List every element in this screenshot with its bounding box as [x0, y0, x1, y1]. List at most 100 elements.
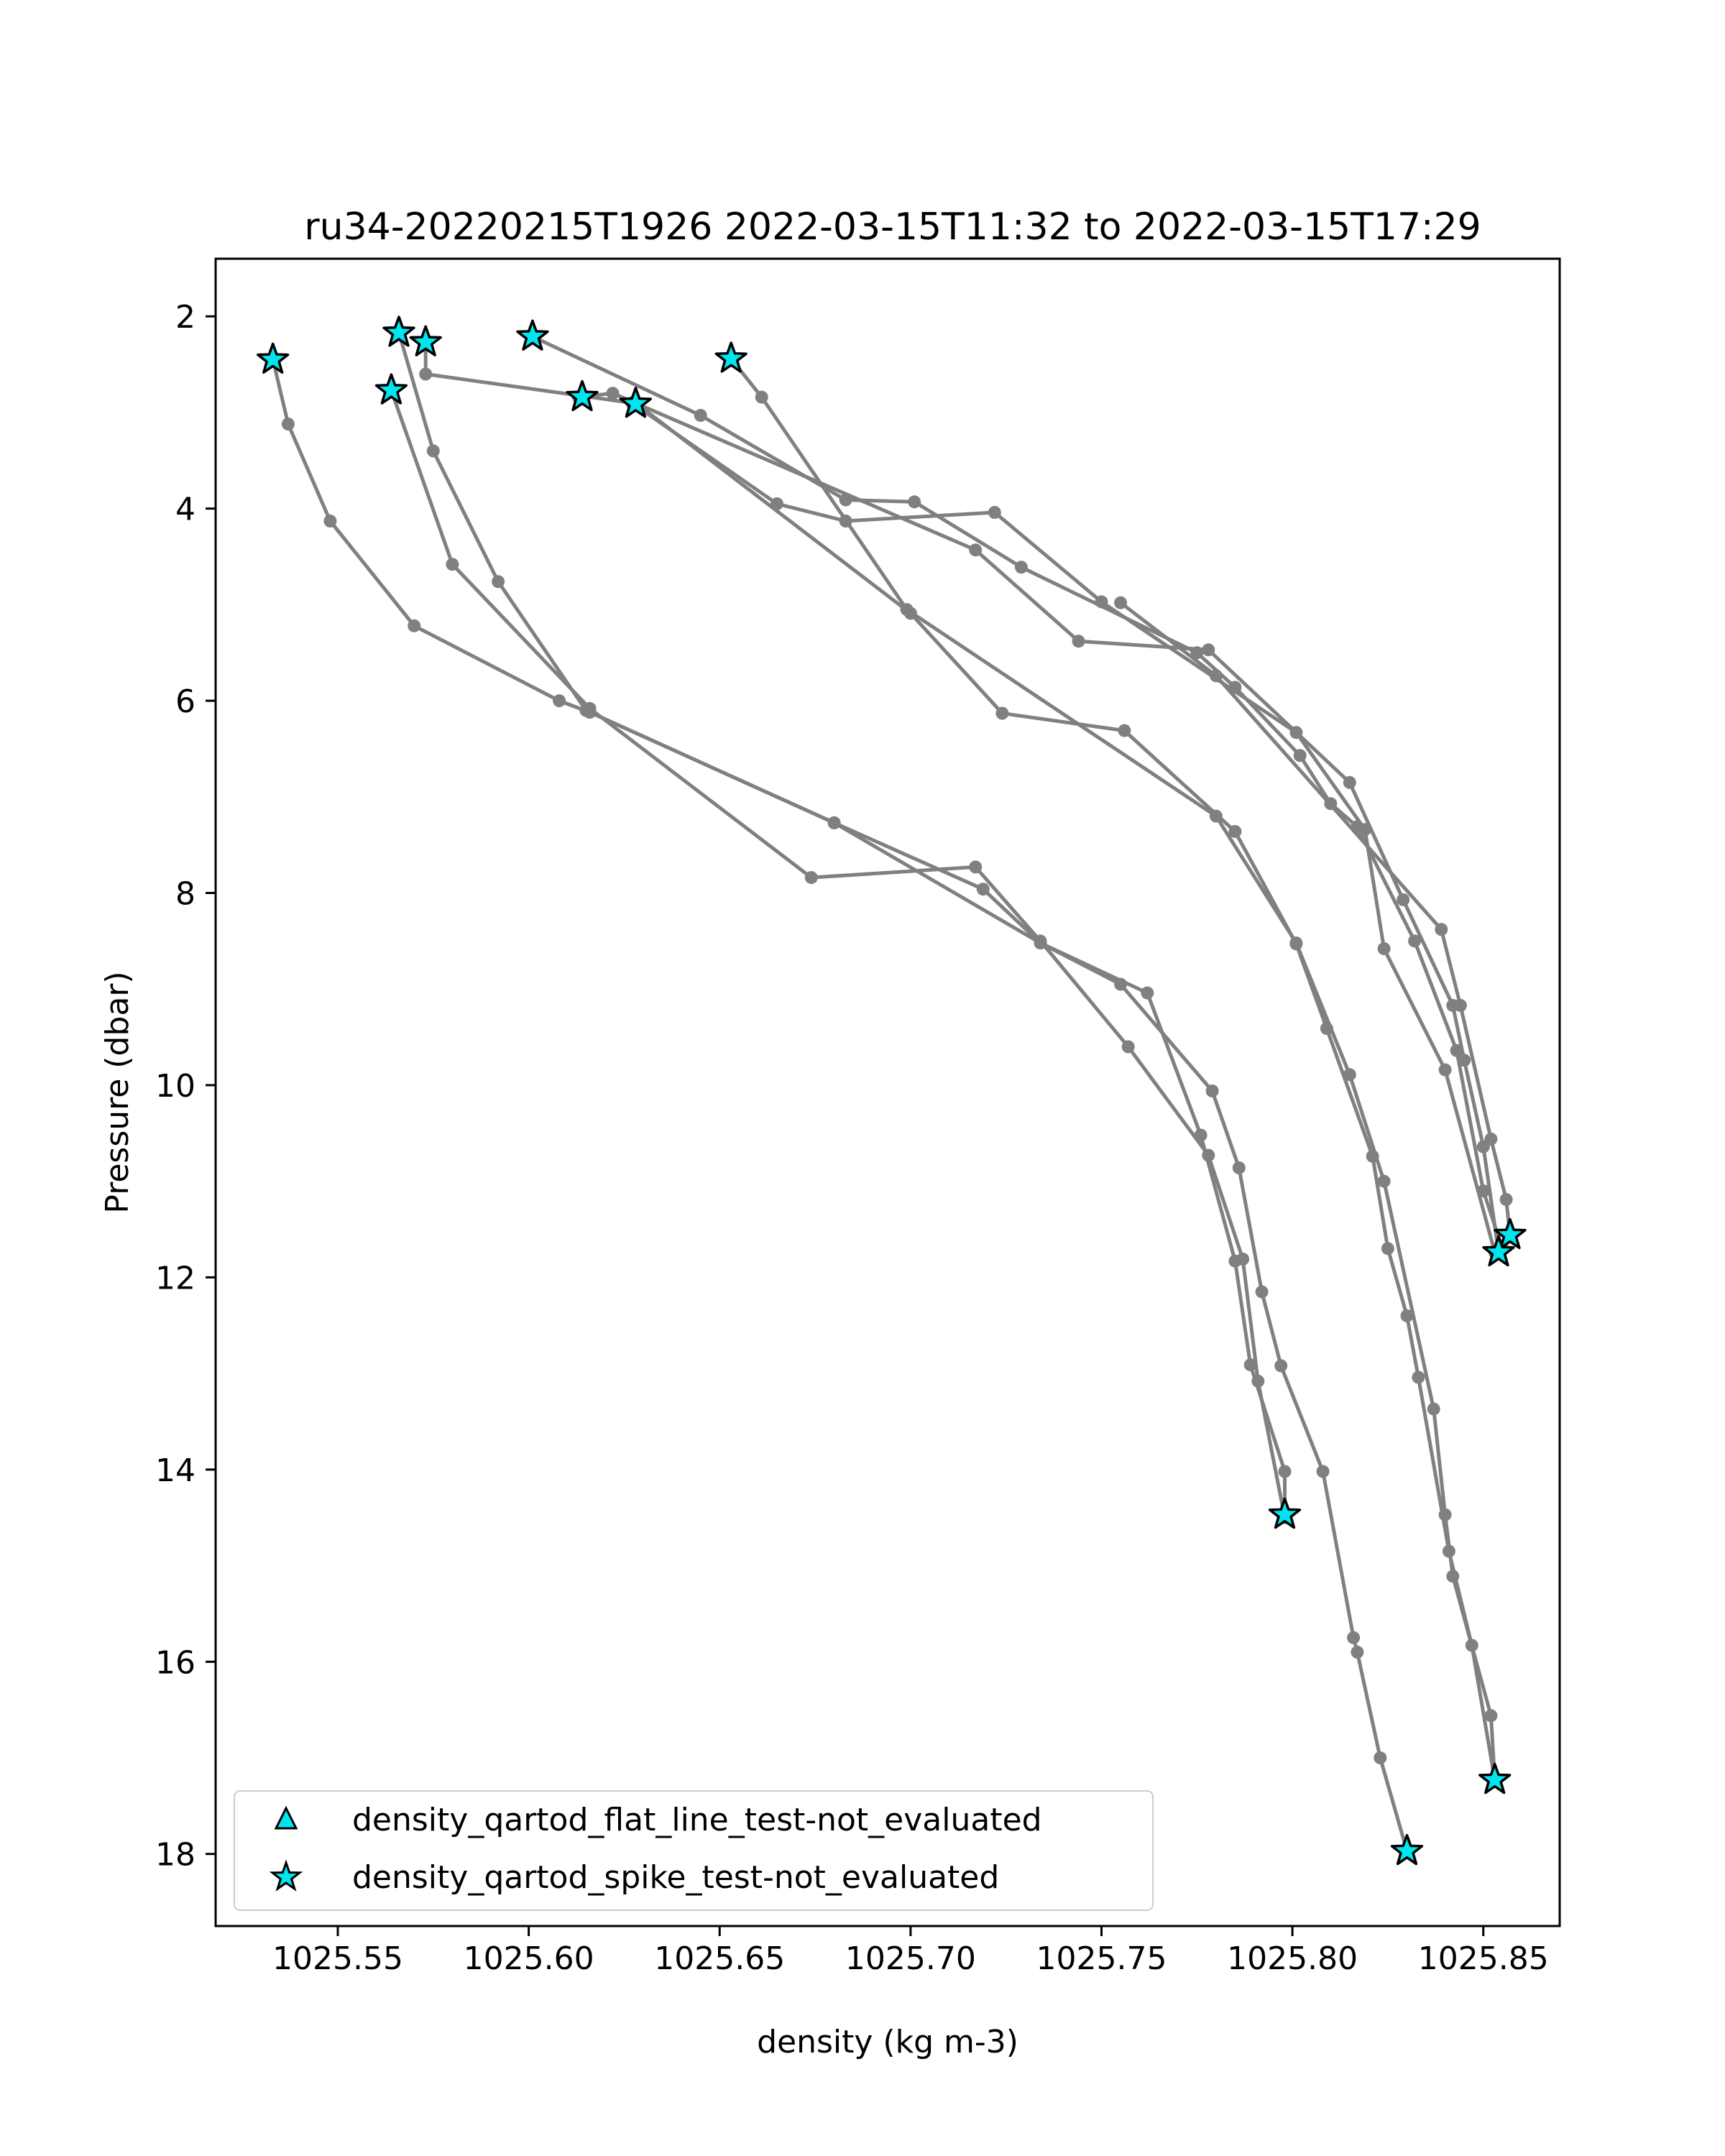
profile-point: [323, 515, 337, 528]
spike-marker: [257, 342, 290, 374]
profile-point: [1034, 936, 1047, 950]
profile-point: [1374, 1751, 1387, 1764]
x-tick-label: 1025.75: [1036, 1940, 1167, 1977]
spike-marker: [619, 387, 653, 418]
spike-marker: [374, 373, 408, 405]
profile-point: [1316, 1465, 1330, 1478]
profile-point: [694, 409, 707, 422]
profile-point: [1453, 999, 1467, 1012]
profile-point: [1293, 749, 1307, 763]
profile-point: [1343, 775, 1356, 789]
y-tick-label: 16: [155, 1644, 196, 1681]
profile-point: [1228, 681, 1242, 694]
profile-point: [1289, 937, 1303, 951]
profile-point: [281, 418, 295, 430]
profile-point: [1014, 561, 1028, 574]
profile-point: [1465, 1639, 1478, 1652]
profile-point: [1278, 1465, 1292, 1478]
y-tick-label: 8: [175, 876, 196, 913]
profile-point: [419, 367, 433, 381]
profile-line: [397, 332, 1409, 1852]
profile-point: [976, 883, 990, 896]
y-axis-ticks: 2 4 6 8 10 12 14 16 18: [155, 299, 216, 1874]
profile-point: [755, 390, 768, 404]
spike-marker: [1268, 1497, 1302, 1529]
profile-point: [1476, 1184, 1490, 1198]
x-tick-label: 1025.55: [272, 1940, 403, 1977]
legend-entry-spike: density_qartod_spike_test-not_evaluated: [352, 1859, 999, 1896]
profile-line: [423, 342, 1497, 1253]
y-tick-label: 4: [175, 492, 196, 528]
profile-point: [1381, 1242, 1394, 1256]
profile-point: [804, 871, 818, 885]
profile-point: [1484, 1709, 1498, 1723]
profile-point: [827, 816, 841, 829]
x-tick-label: 1025.65: [654, 1940, 785, 1977]
profile-point: [1202, 643, 1215, 657]
profile-point: [1442, 1544, 1455, 1558]
y-tick-label: 10: [155, 1068, 196, 1105]
spike-marker: [382, 315, 415, 347]
spike-marker: [1390, 1833, 1424, 1866]
profile-point: [1377, 1174, 1391, 1188]
profile-point: [1072, 635, 1085, 648]
profile-point: [579, 704, 593, 717]
profile-point: [1118, 724, 1131, 737]
spike-marker: [1478, 1762, 1512, 1795]
profile-point: [1232, 1161, 1246, 1174]
profile-point: [1347, 1631, 1361, 1644]
profile-point: [492, 575, 505, 589]
legend-star-marker: [269, 1859, 303, 1892]
profile-point: [1484, 1132, 1498, 1146]
profile-point: [553, 694, 566, 708]
profile-point: [1209, 669, 1223, 683]
profile-point: [426, 444, 440, 458]
x-axis-ticks: 1025.55 1025.60 1025.65 1025.70 1025.75 1025.…: [272, 1926, 1549, 1977]
profile-point: [446, 558, 459, 571]
plot-marks: [257, 315, 1527, 1866]
profile-point: [908, 495, 921, 509]
profile-point: [1408, 934, 1422, 948]
profile-point: [1412, 1370, 1425, 1384]
x-tick-label: 1025.60: [464, 1940, 594, 1977]
y-tick-label: 18: [155, 1837, 196, 1874]
profile-point: [1351, 1645, 1364, 1659]
profile-point: [1274, 1359, 1288, 1373]
spike-marker: [566, 379, 599, 412]
spike-marker: [409, 325, 442, 356]
profile-point: [995, 706, 1009, 720]
profile-point: [1141, 986, 1154, 1000]
profile-point: [1458, 1054, 1471, 1067]
profile-point: [1236, 1253, 1250, 1266]
profile-point: [1114, 977, 1128, 991]
x-tick-label: 1025.70: [845, 1940, 976, 1977]
chart-title: ru34-20220215T1926 2022-03-15T11:32 to 2…: [304, 206, 1481, 249]
profile-point: [1114, 596, 1128, 609]
y-tick-label: 12: [155, 1260, 196, 1296]
profile-point: [1243, 1358, 1257, 1372]
profile-point: [1499, 1193, 1513, 1207]
legend: density_qartod_flat_line_test-not_evalua…: [234, 1790, 1154, 1911]
plot-frame: [214, 257, 1561, 1927]
profile-point: [1121, 1040, 1135, 1054]
profile-line: [634, 401, 1497, 1781]
legend-triangle-marker: [274, 1805, 298, 1830]
profile-point: [408, 619, 421, 632]
y-tick-label: 14: [155, 1452, 196, 1489]
profile-point: [1228, 825, 1242, 838]
legend-frame: [234, 1790, 1154, 1911]
profile-point: [969, 860, 983, 874]
profile-point: [1427, 1402, 1440, 1416]
profile-point: [1377, 942, 1391, 956]
x-tick-label: 1025.80: [1227, 1940, 1358, 1977]
profile-point: [969, 543, 983, 557]
profile-point: [1255, 1285, 1269, 1299]
profile-point: [1251, 1374, 1265, 1388]
profile-point: [1202, 1148, 1215, 1162]
profile-point: [903, 607, 917, 620]
profile-point: [606, 387, 620, 400]
profile-point: [1397, 893, 1410, 906]
y-axis-label: Pressure (dbar): [99, 971, 136, 1213]
spike-marker: [1482, 1235, 1515, 1267]
